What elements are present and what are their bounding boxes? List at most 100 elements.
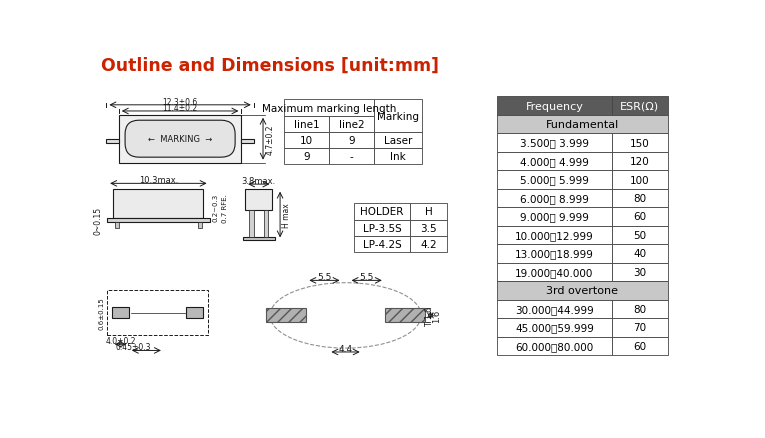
Bar — [385, 309, 425, 323]
Bar — [497, 300, 612, 318]
Text: 9.000～ 9.999: 9.000～ 9.999 — [520, 212, 589, 222]
Bar — [115, 223, 119, 229]
Text: 60: 60 — [633, 212, 646, 222]
Bar — [497, 318, 612, 337]
Text: ←  MARKING  →: ← MARKING → — [148, 135, 212, 144]
Bar — [353, 220, 410, 236]
Bar — [612, 337, 668, 355]
Bar — [497, 263, 612, 282]
Text: T 1.6: T 1.6 — [425, 306, 434, 325]
Text: 80: 80 — [633, 304, 646, 314]
Text: Outline and Dimensions [unit:mm]: Outline and Dimensions [unit:mm] — [101, 57, 439, 74]
Bar — [497, 97, 612, 116]
Bar — [187, 307, 203, 318]
Text: LP-3.5S: LP-3.5S — [363, 223, 402, 233]
Bar — [374, 132, 422, 148]
Text: HOLDER: HOLDER — [360, 207, 404, 217]
Bar — [266, 309, 307, 323]
Bar — [497, 244, 612, 263]
Text: 45.000～59.999: 45.000～59.999 — [515, 323, 594, 332]
Text: 5.000～ 5.999: 5.000～ 5.999 — [520, 175, 589, 185]
Text: 4.7±0.2: 4.7±0.2 — [265, 124, 275, 155]
Bar — [497, 134, 612, 152]
Text: 150: 150 — [630, 138, 649, 148]
Bar — [497, 116, 668, 134]
Text: 3rd overtone: 3rd overtone — [546, 286, 618, 296]
Bar — [612, 171, 668, 189]
Bar — [497, 226, 612, 244]
Text: 10.3max.: 10.3max. — [138, 176, 178, 185]
Bar — [612, 226, 668, 244]
Bar — [497, 152, 612, 171]
Bar — [612, 300, 668, 318]
Bar — [374, 100, 422, 132]
Text: 0.7 RFE.: 0.7 RFE. — [222, 193, 228, 222]
Bar — [353, 236, 410, 252]
Text: line2: line2 — [339, 120, 364, 129]
Text: 4.2: 4.2 — [421, 239, 437, 249]
Text: 5.5: 5.5 — [317, 272, 332, 282]
Text: 60: 60 — [633, 341, 646, 351]
Text: 0.45±0.3: 0.45±0.3 — [116, 343, 151, 351]
Bar — [241, 139, 254, 144]
Bar — [497, 189, 612, 208]
Bar — [107, 291, 208, 335]
Text: 80: 80 — [633, 194, 646, 204]
Bar — [612, 152, 668, 171]
Text: 9: 9 — [348, 135, 355, 145]
Text: H max: H max — [282, 203, 291, 227]
Text: 0.2~0.3: 0.2~0.3 — [213, 194, 219, 222]
Text: 50: 50 — [633, 230, 646, 240]
Bar — [612, 97, 668, 116]
Text: 13.000～18.999: 13.000～18.999 — [515, 249, 594, 259]
Text: 1.6: 1.6 — [432, 309, 441, 322]
Text: -: - — [350, 152, 353, 162]
Text: 11.4±0.2: 11.4±0.2 — [162, 103, 197, 113]
Bar — [497, 171, 612, 189]
Bar — [410, 204, 448, 220]
Text: 4.4: 4.4 — [338, 344, 353, 353]
Text: Fundamental: Fundamental — [545, 120, 619, 130]
Text: Frequency: Frequency — [526, 101, 584, 111]
Text: Maximum marking length: Maximum marking length — [262, 103, 396, 113]
Text: 4.000～ 4.999: 4.000～ 4.999 — [520, 157, 589, 166]
Bar — [329, 148, 374, 165]
Bar — [410, 220, 448, 236]
Bar — [329, 117, 374, 132]
Bar — [243, 238, 275, 241]
Text: 19.000～40.000: 19.000～40.000 — [516, 267, 594, 277]
Bar — [612, 134, 668, 152]
Bar — [107, 219, 210, 223]
Text: 0.6±0.15: 0.6±0.15 — [99, 297, 105, 329]
Text: 9: 9 — [303, 152, 310, 162]
Text: LP-4.2S: LP-4.2S — [363, 239, 402, 249]
Text: 30.000～44.999: 30.000～44.999 — [515, 304, 594, 314]
Bar — [329, 132, 374, 148]
Text: 10: 10 — [300, 135, 313, 145]
Bar — [119, 116, 241, 163]
Bar — [612, 318, 668, 337]
Bar — [497, 282, 668, 300]
Text: 30: 30 — [633, 267, 646, 277]
Bar — [113, 189, 203, 219]
Text: Ink: Ink — [390, 152, 405, 162]
Bar — [249, 211, 254, 238]
Text: 12.3±0.6: 12.3±0.6 — [162, 97, 197, 106]
Text: H: H — [425, 207, 433, 217]
Bar — [612, 263, 668, 282]
Bar — [112, 307, 129, 318]
Bar — [612, 189, 668, 208]
Text: 6.000～ 8.999: 6.000～ 8.999 — [520, 194, 589, 204]
Text: 4.0±0.2: 4.0±0.2 — [105, 336, 135, 345]
Bar — [284, 148, 329, 165]
Text: 100: 100 — [630, 175, 649, 185]
Text: 70: 70 — [633, 323, 646, 332]
Bar — [284, 117, 329, 132]
Text: 10.000～12.999: 10.000～12.999 — [515, 230, 594, 240]
Text: 40: 40 — [633, 249, 646, 259]
Bar — [374, 148, 422, 165]
Text: 60.000～80.000: 60.000～80.000 — [516, 341, 594, 351]
Bar — [612, 208, 668, 226]
Text: Laser: Laser — [384, 135, 412, 145]
Text: ESR(Ω): ESR(Ω) — [620, 101, 659, 111]
